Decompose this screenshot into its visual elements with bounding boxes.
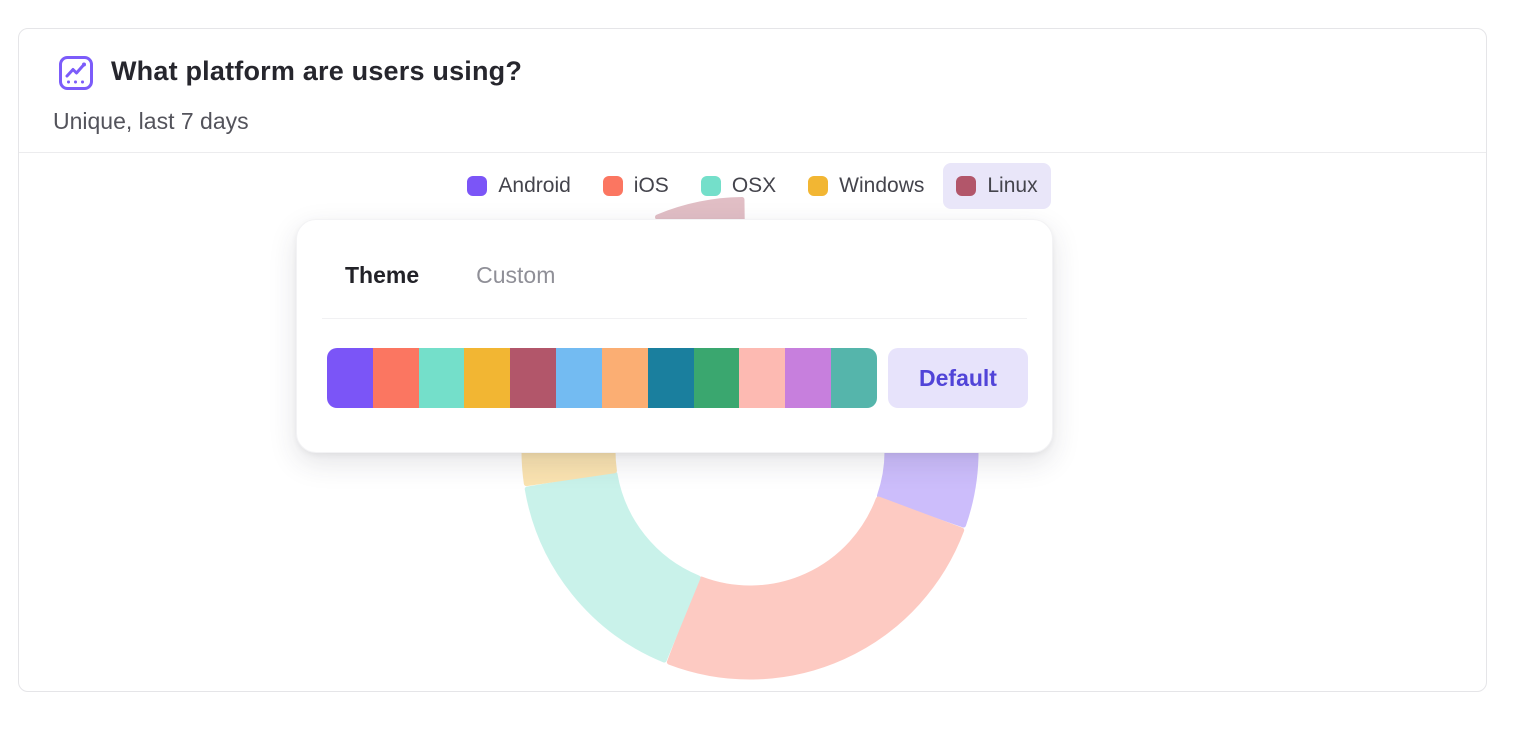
theme-palette-strip[interactable]: [327, 348, 877, 408]
palette-color-swatch[interactable]: [831, 348, 877, 408]
chart-card: What platform are users using? Unique, l…: [18, 28, 1487, 692]
legend-swatch: [700, 176, 721, 196]
line-chart-icon: [58, 55, 94, 91]
legend-item-ios[interactable]: iOS: [590, 163, 682, 209]
legend-item-osx[interactable]: OSX: [688, 163, 789, 209]
palette-color-swatch[interactable]: [785, 348, 832, 408]
tab-custom[interactable]: Custom: [476, 262, 556, 288]
donut-slice-ios[interactable]: [666, 496, 965, 680]
color-theme-popover: Theme Custom Default: [296, 219, 1053, 453]
palette-row: Default: [327, 348, 1028, 408]
palette-color-swatch[interactable]: [327, 348, 373, 408]
card-header: What platform are users using? Unique, l…: [19, 29, 1486, 153]
legend-label: OSX: [731, 174, 777, 197]
chart-area: Android iOS OSX Windows Linux Theme Custom De…: [19, 153, 1486, 692]
chart-legend: Android iOS OSX Windows Linux: [19, 163, 1486, 209]
palette-color-swatch[interactable]: [418, 348, 465, 408]
legend-item-android[interactable]: Android: [454, 163, 583, 209]
palette-color-swatch[interactable]: [372, 348, 419, 408]
legend-item-windows[interactable]: Windows: [795, 163, 937, 209]
palette-color-swatch[interactable]: [601, 348, 648, 408]
popover-tabs: Theme Custom: [345, 262, 555, 289]
legend-swatch: [467, 176, 488, 196]
palette-color-swatch[interactable]: [647, 348, 694, 408]
legend-swatch: [956, 176, 977, 196]
card-subtitle: Unique, last 7 days: [53, 108, 249, 134]
legend-swatch: [808, 176, 829, 196]
palette-color-swatch[interactable]: [693, 348, 740, 408]
palette-color-swatch[interactable]: [556, 348, 602, 408]
donut-slice-osx[interactable]: [524, 471, 701, 663]
legend-item-linux[interactable]: Linux: [943, 163, 1051, 209]
default-theme-button[interactable]: Default: [888, 348, 1028, 408]
legend-swatch: [602, 176, 623, 196]
legend-label: Linux: [987, 174, 1038, 197]
palette-color-swatch[interactable]: [739, 348, 786, 408]
header-divider: [19, 152, 1486, 153]
tab-theme[interactable]: Theme: [345, 262, 420, 288]
palette-color-swatch[interactable]: [464, 348, 511, 408]
page-title: What platform are users using?: [111, 56, 523, 86]
popover-divider: [322, 318, 1027, 319]
palette-color-swatch[interactable]: [510, 348, 557, 408]
legend-label: Windows: [839, 174, 925, 197]
legend-label: iOS: [633, 174, 669, 197]
legend-label: Android: [498, 174, 571, 197]
